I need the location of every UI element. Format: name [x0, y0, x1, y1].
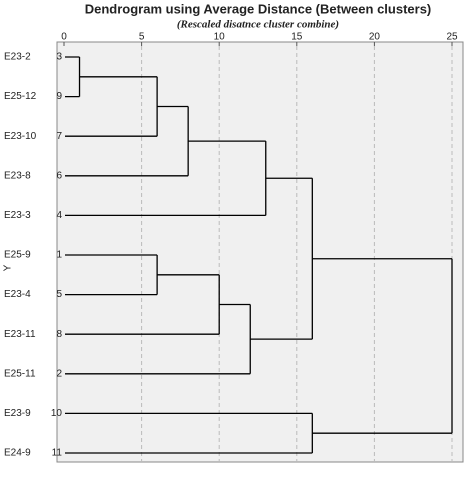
x-tick-label: 25: [446, 32, 458, 43]
leaf-number: 1: [56, 250, 62, 261]
leaf-label: E25-9: [4, 250, 31, 261]
chart-subtitle: (Rescaled disatnce cluster combine): [177, 19, 339, 31]
leaf-label: E23-2: [4, 52, 31, 63]
leaf-number: 11: [52, 448, 63, 459]
leaf-label: E23-11: [4, 329, 36, 340]
leaf-label: E23-3: [4, 210, 31, 221]
y-axis-label: Y: [3, 264, 14, 271]
leaf-number: 6: [56, 170, 62, 181]
leaf-number: 2: [56, 368, 62, 379]
leaf-number: 4: [56, 210, 62, 221]
x-tick-label: 15: [291, 32, 303, 43]
leaf-number: 9: [56, 91, 62, 102]
leaf-number: 7: [56, 131, 62, 142]
leaf-label: E25-12: [4, 91, 37, 102]
chart-title: Dendrogram using Average Distance (Betwe…: [85, 1, 432, 16]
x-tick-label: 5: [139, 32, 145, 43]
plot-area: [56, 41, 464, 463]
leaf-label: E23-9: [4, 408, 31, 419]
x-tick-label: 10: [214, 32, 226, 43]
leaf-label: E24-9: [4, 448, 31, 459]
leaf-label: E23-10: [4, 131, 37, 142]
leaf-number: 10: [51, 408, 63, 419]
leaf-number: 8: [56, 329, 62, 340]
leaf-label: E23-4: [4, 289, 31, 300]
leaf-label: E25-11: [4, 368, 36, 379]
leaf-number: 3: [56, 52, 62, 63]
leaf-label: E23-8: [4, 170, 31, 181]
x-tick-label: 20: [369, 32, 381, 43]
merge-link: [312, 258, 453, 434]
x-tick-label: 0: [61, 32, 67, 43]
leaf-number: 5: [56, 289, 62, 300]
